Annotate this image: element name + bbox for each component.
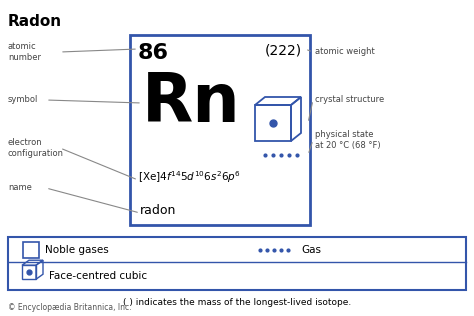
Text: Radon: Radon xyxy=(8,14,62,29)
Text: Noble gases: Noble gases xyxy=(45,245,109,255)
Text: name: name xyxy=(8,184,32,192)
Text: physical state
at 20 °C (68 °F): physical state at 20 °C (68 °F) xyxy=(315,130,381,150)
Text: symbol: symbol xyxy=(8,95,38,105)
Text: $\mathregular{[Xe]4}\mathit{f}^{\mathregular{14}}\mathregular{5}\mathit{d}^{\mat: $\mathregular{[Xe]4}\mathit{f}^{\mathreg… xyxy=(138,169,241,185)
Text: crystal structure: crystal structure xyxy=(315,95,384,105)
Text: radon: radon xyxy=(140,204,176,217)
Bar xyxy=(8,237,466,290)
Text: Face-centred cubic: Face-centred cubic xyxy=(49,271,147,281)
Text: Gas: Gas xyxy=(301,245,321,255)
Text: © Encyclopædia Britannica, Inc.: © Encyclopædia Britannica, Inc. xyxy=(8,303,131,312)
Text: (222): (222) xyxy=(265,43,302,57)
Text: atomic
number: atomic number xyxy=(8,42,41,62)
Text: Rn: Rn xyxy=(142,70,241,136)
Bar xyxy=(130,35,310,225)
Text: electron
configuration: electron configuration xyxy=(8,138,64,158)
Bar xyxy=(23,242,39,258)
Text: ( ) indicates the mass of the longest-lived isotope.: ( ) indicates the mass of the longest-li… xyxy=(123,298,351,307)
Text: atomic weight: atomic weight xyxy=(315,47,375,57)
Text: 86: 86 xyxy=(138,43,169,63)
